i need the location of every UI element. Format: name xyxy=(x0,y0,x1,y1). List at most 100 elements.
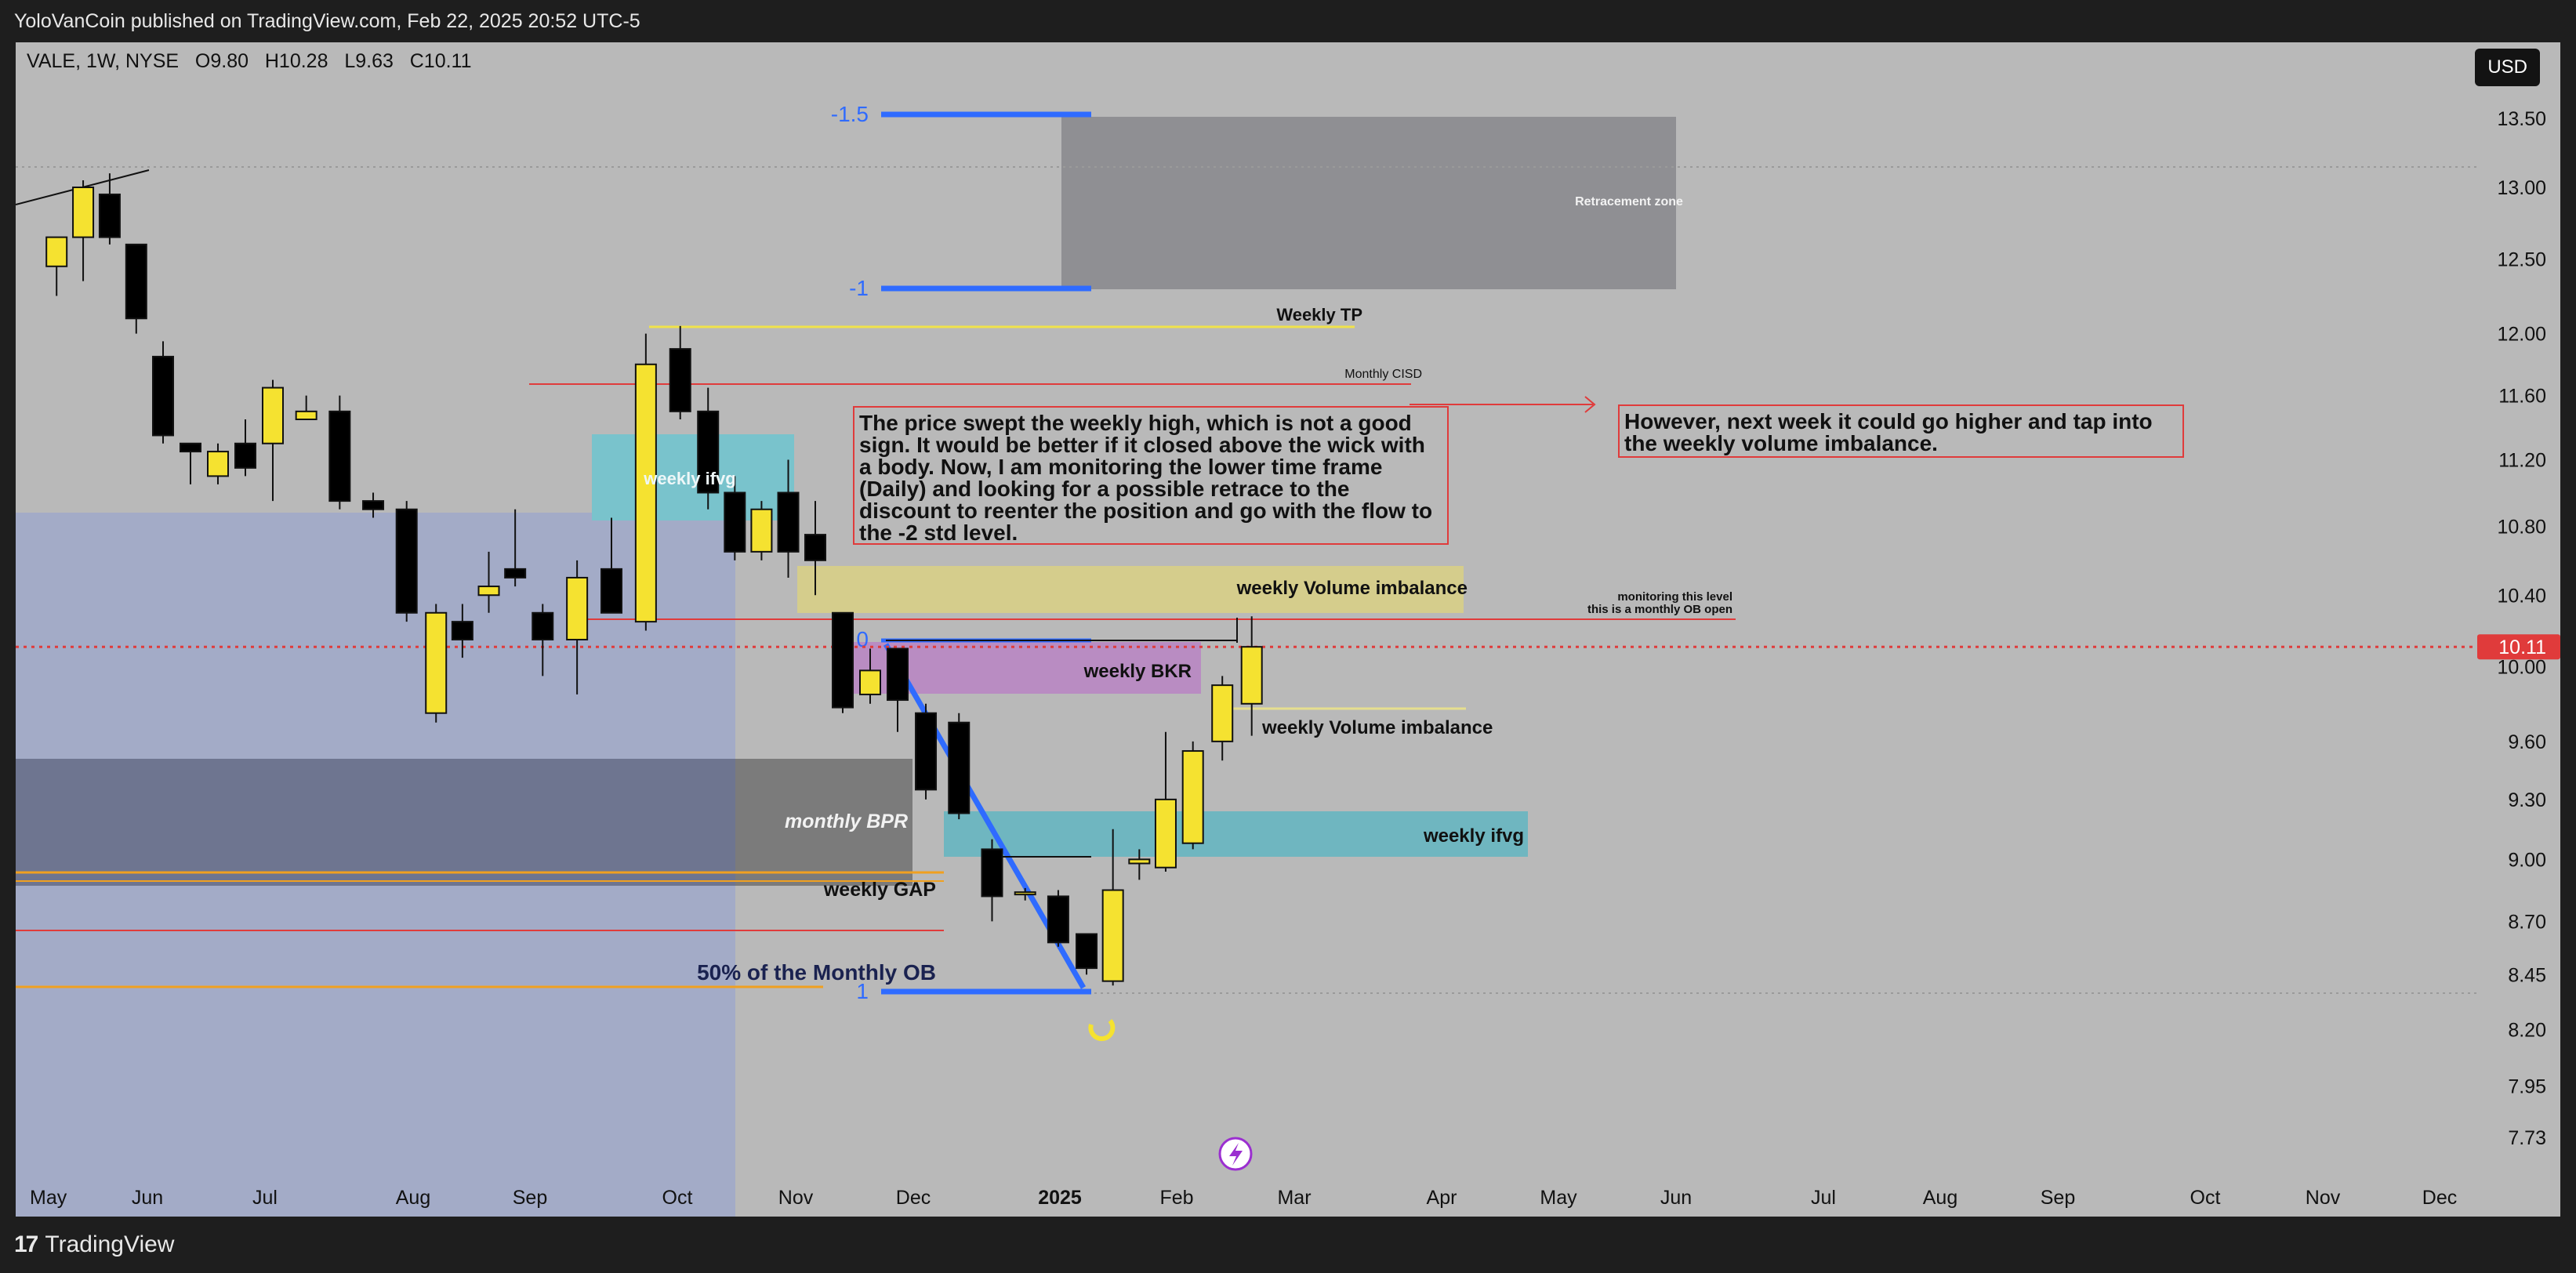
candle-body xyxy=(859,669,881,695)
monthly-cisd-label: Monthly CISD xyxy=(1344,368,1422,381)
monitoring-label-line1: monitoring this level xyxy=(1617,590,1732,604)
time-tick-label: Apr xyxy=(1427,1187,1457,1209)
weekly-tp-label: Weekly TP xyxy=(1276,305,1362,325)
time-tick-label: May xyxy=(1540,1187,1577,1209)
fib-label-zero: 0 xyxy=(856,627,869,651)
candle-body xyxy=(832,611,854,709)
fib-label-neg1: -1 xyxy=(849,276,869,300)
candle-body xyxy=(207,451,229,477)
chart-area[interactable]: -1.5 -1 0 1 Retracement zone Weekly TP Monthly… xyxy=(16,42,2560,1217)
candle-body xyxy=(395,508,418,614)
price-tick-label: 8.45 xyxy=(2508,964,2546,986)
candle-body xyxy=(566,576,589,640)
candle-body xyxy=(750,508,773,553)
tradingview-brand: TradingView xyxy=(45,1231,175,1257)
candle-body xyxy=(1014,891,1036,896)
fib-label-one: 1 xyxy=(856,979,869,1003)
candle-body xyxy=(1211,684,1234,742)
time-tick-label: Nov xyxy=(778,1187,814,1209)
price-tick-label: 9.60 xyxy=(2508,731,2546,753)
tradingview-logo[interactable]: 17 TradingView xyxy=(14,1231,174,1258)
weekly-ifvg-zone-top xyxy=(592,434,794,520)
price-tick-label: 9.30 xyxy=(2508,789,2546,811)
price-tick-label: 11.60 xyxy=(2498,386,2546,408)
price-tick-label: 8.20 xyxy=(2508,1019,2546,1041)
retracement-zone-label: Retracement zone xyxy=(1575,195,1683,209)
candle-body xyxy=(72,186,95,238)
candle-body xyxy=(887,647,909,702)
candle-body xyxy=(45,236,68,267)
price-tick-label: 7.95 xyxy=(2508,1076,2546,1098)
candle-body xyxy=(477,586,500,597)
price-chart[interactable]: -1.5 -1 0 1 Retracement zone Weekly TP Monthly… xyxy=(16,42,2560,1217)
price-tick-label: 8.70 xyxy=(2508,911,2546,933)
candle-body xyxy=(504,568,527,578)
candle-body xyxy=(1181,750,1204,844)
replay-lightning-icon xyxy=(1218,1137,1253,1171)
price-tick-label: 12.50 xyxy=(2497,248,2546,270)
current-price-tag xyxy=(2477,634,2560,660)
footer-bar: 17 TradingView xyxy=(0,1217,2576,1273)
time-tick-label: Aug xyxy=(396,1187,430,1209)
published-text: YoloVanCoin published on TradingView.com… xyxy=(14,9,640,32)
candle-body xyxy=(981,848,1003,898)
price-tick-label: 9.00 xyxy=(2508,849,2546,871)
monthly-ob-50-label: 50% of the Monthly OB xyxy=(697,960,936,985)
candle-body xyxy=(328,410,351,502)
candle-body xyxy=(234,442,256,469)
symbol-label: VALE, 1W, NYSE xyxy=(27,50,180,72)
symbol-legend: VALE, 1W, NYSE O9.80 H10.28 L9.63 C10.11 xyxy=(27,50,472,73)
time-tick-label: 2025 xyxy=(1038,1187,1082,1209)
time-tick-label: Dec xyxy=(2422,1187,2457,1209)
time-tick-label: Mar xyxy=(1277,1187,1311,1209)
time-tick-label: Jul xyxy=(1811,1187,1836,1209)
replay-icon-bolt xyxy=(1229,1143,1243,1166)
price-tick-label: 11.20 xyxy=(2498,449,2546,471)
monthly-bpr-label: monthly BPR xyxy=(785,811,908,832)
time-tick-label: Oct xyxy=(662,1187,693,1209)
weekly-volume-imbalance-label-bottom: weekly Volume imbalance xyxy=(1261,717,1493,738)
time-tick-label: Aug xyxy=(1923,1187,1957,1209)
candle-body xyxy=(152,355,174,437)
time-tick-label: Sep xyxy=(513,1187,547,1209)
candle-body xyxy=(362,500,385,510)
time-tick-label: Oct xyxy=(2190,1187,2221,1209)
price-tick-label: 7.73 xyxy=(2508,1127,2546,1149)
candle-body xyxy=(1047,895,1069,944)
candle-body xyxy=(180,442,201,453)
swept-low-marker xyxy=(1088,1019,1116,1042)
note-arrow-head xyxy=(1584,396,1596,413)
candle-body xyxy=(125,243,147,320)
close-value: C10.11 xyxy=(409,50,472,72)
fib-label-neg15: -1.5 xyxy=(831,102,869,126)
note-left: The price swept the weekly high, which i… xyxy=(853,406,1449,545)
price-tick-label: 10.80 xyxy=(2497,516,2546,538)
price-tick-label: 13.50 xyxy=(2497,108,2546,130)
time-tick-label: Feb xyxy=(1159,1187,1193,1209)
time-tick-label: Dec xyxy=(896,1187,931,1209)
candle-body xyxy=(425,611,448,714)
currency-button[interactable]: USD xyxy=(2475,49,2540,86)
weekly-ifvg-label-bottom: weekly ifvg xyxy=(1423,825,1524,847)
retracement-zone xyxy=(1061,117,1676,289)
publish-header: YoloVanCoin published on TradingView.com… xyxy=(0,0,2576,42)
weekly-ifvg-zone-bottom xyxy=(944,811,1528,857)
candle-body xyxy=(915,712,938,791)
candle-body xyxy=(697,410,720,494)
weekly-volume-imbalance-zone-top xyxy=(797,566,1464,613)
weekly-volume-imbalance-label-top: weekly Volume imbalance xyxy=(1236,578,1468,599)
candle-body xyxy=(262,386,284,444)
low-value: L9.63 xyxy=(344,50,394,72)
high-value: H10.28 xyxy=(264,50,328,72)
candle-body xyxy=(777,491,800,553)
candle-body xyxy=(532,611,554,640)
candle-body xyxy=(669,348,691,412)
weekly-gap-label: weekly GAP xyxy=(823,879,936,901)
candle-body xyxy=(295,410,317,420)
weekly-bkr-label: weekly BKR xyxy=(1083,661,1192,682)
time-tick-label: Jun xyxy=(1660,1187,1692,1209)
price-tick-label: 10.40 xyxy=(2497,585,2546,607)
time-tick-label: Jul xyxy=(252,1187,278,1209)
candle-body xyxy=(600,568,622,614)
candle-body xyxy=(948,721,971,814)
